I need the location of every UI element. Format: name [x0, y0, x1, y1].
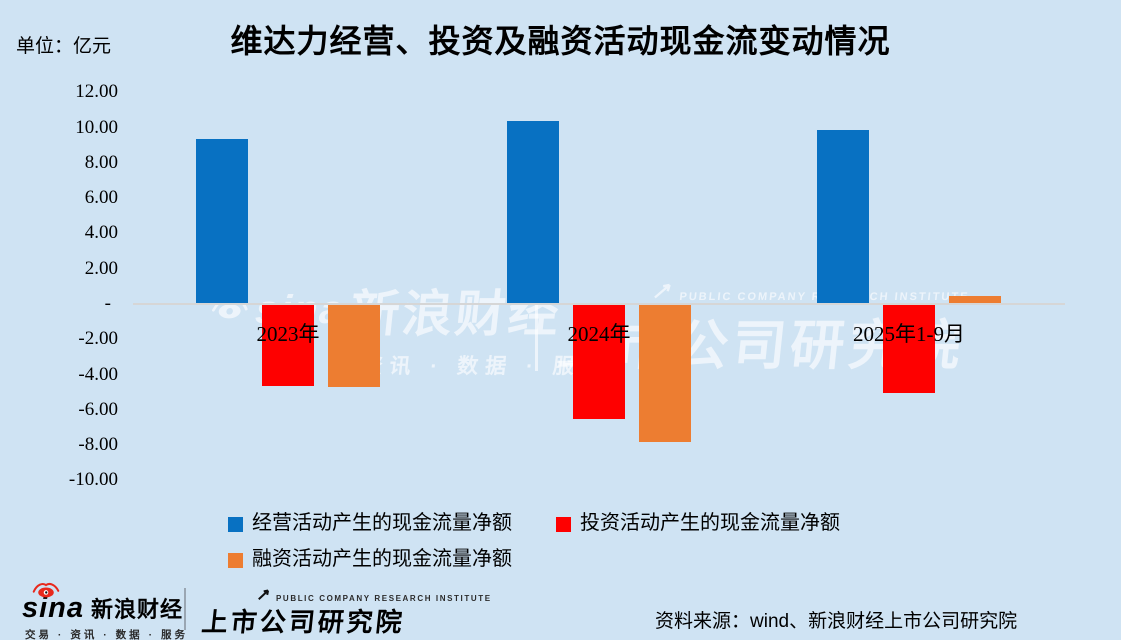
- legend-swatch-financing: [228, 553, 243, 568]
- chart-title: 维达力经营、投资及融资活动现金流变动情况: [230, 23, 891, 59]
- footer-brand-cn: 新浪财经: [91, 597, 184, 622]
- legend-label: 融资活动产生的现金流量净额: [252, 548, 512, 570]
- y-tick-label: -: [104, 293, 111, 314]
- y-tick-label: 12.00: [75, 81, 118, 103]
- x-category-label: 2024年: [567, 322, 631, 346]
- y-tick-label: -8.00: [78, 434, 118, 456]
- bar-operating-2023年: [196, 138, 248, 303]
- unit-label: 单位：亿元: [16, 36, 112, 57]
- y-tick-label: 10.00: [75, 116, 118, 138]
- y-tick-label: -2.00: [78, 328, 118, 350]
- legend: 经营活动产生的现金流量净额 投资活动产生的现金流量净额融资活动产生的现金流量净额: [228, 509, 928, 574]
- y-tick-label: -6.00: [78, 398, 118, 420]
- bar-operating-2024年: [507, 121, 559, 303]
- bar-financing-2024年: [639, 304, 691, 443]
- legend-item-financing: 融资活动产生的现金流量净额: [228, 545, 512, 574]
- bar-investing-2024年: [573, 304, 625, 420]
- y-tick-label: -4.00: [78, 363, 118, 385]
- footer-institute-block: PUBLIC COMPANY RESEARCH INSTITUTE 上市公司研究…: [200, 587, 492, 639]
- footer-institute-en: PUBLIC COMPANY RESEARCH INSTITUTE: [276, 594, 492, 603]
- y-tick-label: 2.00: [84, 257, 118, 279]
- legend-label: 投资活动产生的现金流量净额: [580, 512, 840, 534]
- bar-financing-2025年1-9月: [949, 295, 1001, 303]
- bar-operating-2025年1-9月: [817, 130, 869, 303]
- bar-investing-2023年: [262, 304, 314, 386]
- sina-logo-text: sina: [22, 592, 85, 624]
- bar-investing-2025年1-9月: [883, 304, 935, 393]
- x-axis-line: [133, 303, 1065, 305]
- y-tick-label: -10.00: [68, 469, 118, 491]
- legend-item-operating: 经营活动产生的现金流量净额: [228, 509, 512, 538]
- watermark-tagline: 交易 · 资讯 · 数据 · 服务: [264, 355, 611, 378]
- sina-eye-icon: [31, 581, 61, 604]
- legend-swatch-operating: [228, 517, 243, 532]
- legend-swatch-investing: [556, 517, 571, 532]
- x-category-label: 2023年: [256, 322, 320, 346]
- footer-brand-block: sina 新浪财经 交易 · 资讯 · 数据 · 服务: [22, 583, 188, 640]
- trend-arrow-watermark-icon: [651, 280, 675, 303]
- legend-label: 经营活动产生的现金流量净额: [252, 512, 512, 534]
- bar-financing-2023年: [328, 304, 380, 388]
- trend-arrow-icon: [256, 587, 272, 603]
- y-tick-label: 8.00: [84, 151, 118, 173]
- footer-institute-cn: 上市公司研究院: [200, 607, 407, 637]
- legend-item-investing: 投资活动产生的现金流量净额: [556, 509, 840, 538]
- footer-tagline: 交易 · 资讯 · 数据 · 服务: [25, 629, 188, 640]
- footer-divider: [184, 588, 186, 630]
- x-category-label: 2025年1-9月: [853, 322, 965, 346]
- data-source-text: 资料来源：wind、新浪财经上市公司研究院: [655, 611, 1018, 632]
- footer: sina 新浪财经 交易 · 资讯 · 数据 · 服务 PUBLIC COMPA…: [0, 583, 1121, 640]
- y-tick-label: 6.00: [84, 187, 118, 209]
- y-tick-label: 4.00: [84, 222, 118, 244]
